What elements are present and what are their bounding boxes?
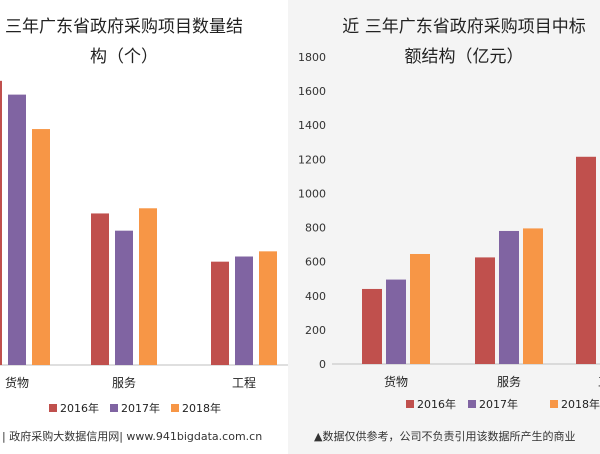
- legend-swatch-2016年: [49, 404, 57, 412]
- bar-2017年-服务: [115, 230, 133, 365]
- x-tick-label: 工程: [598, 374, 600, 389]
- y-tick-label: 600: [305, 256, 326, 269]
- bar-2018年-货物: [32, 129, 50, 365]
- bar-2017年-服务: [499, 230, 519, 364]
- legend-swatch-2018年: [550, 400, 558, 408]
- y-tick-label: 200: [305, 324, 326, 337]
- bar-2016年-工程: [211, 261, 229, 365]
- y-tick-label: 0: [319, 358, 326, 371]
- left-chart-title-line-2: 构（个）: [90, 47, 158, 67]
- bar-2018年-服务: [523, 228, 543, 364]
- right-chart-title-line-1: 近 三年广东省政府采购项目中标: [342, 17, 586, 37]
- right-chart-plot: 0 200 400 600 800 1000 1200 1400 1600 1800 货物 服务 工程 2…: [298, 51, 600, 411]
- x-tick-label: 货物: [5, 375, 29, 390]
- left-chart-title: 三年广东省政府采购项目数量结 构（个）: [0, 12, 288, 72]
- legend-label: 2018年: [561, 397, 600, 411]
- legend-swatch-2016年: [406, 400, 414, 408]
- y-tick-label: 1800: [298, 51, 326, 64]
- bar-2016年-工程: [576, 156, 596, 364]
- legend-label: 2016年: [60, 401, 99, 415]
- legend-label: 2018年: [182, 401, 221, 415]
- right-chart-title: 近 三年广东省政府采购项目中标 额结构（亿元）: [328, 12, 600, 72]
- x-tick-label: 货物: [384, 374, 408, 389]
- right-chart-panel: 近 三年广东省政府采购项目中标 额结构（亿元） 0 200 400 600 800 100…: [288, 0, 600, 454]
- legend-label: 2016年: [417, 397, 456, 411]
- legend-swatch-2017年: [468, 400, 476, 408]
- legend-swatch-2017年: [110, 404, 118, 412]
- legend-swatch-2018年: [171, 404, 179, 412]
- y-tick-label: 1200: [298, 153, 326, 166]
- x-tick-label: 服务: [497, 374, 521, 389]
- y-tick-label: 1000: [298, 187, 326, 200]
- right-chart-title-line-2: 额结构（亿元）: [404, 47, 524, 67]
- y-tick-label: 400: [305, 290, 326, 303]
- bar-2018年-货物: [410, 253, 430, 364]
- y-tick-label: 800: [305, 222, 326, 235]
- legend-label: 2017年: [479, 397, 518, 411]
- bar-2016年-货物: [0, 80, 2, 365]
- bar-2017年-货物: [386, 279, 406, 364]
- left-footer-source: | 政府采购大数据信用网| www.941bigdata.com.cn: [2, 430, 263, 443]
- bar-2018年-工程: [259, 251, 277, 365]
- bar-2017年-工程: [235, 256, 253, 365]
- bar-2016年-服务: [475, 257, 495, 364]
- bar-2017年-货物: [8, 94, 26, 365]
- x-tick-label: 工程: [232, 375, 256, 390]
- bar-2016年-服务: [91, 213, 109, 365]
- left-chart-panel: 三年广东省政府采购项目数量结 构（个） 货物 服务 工程 2016年 2017年 2018…: [0, 0, 288, 454]
- left-chart-plot: 货物 服务 工程 2016年 2017年 2018年: [0, 80, 288, 415]
- bar-2016年-货物: [362, 288, 382, 364]
- left-chart-title-line-1: 三年广东省政府采购项目数量结: [5, 17, 243, 37]
- x-tick-label: 服务: [112, 375, 136, 390]
- y-tick-label: 1400: [298, 119, 326, 132]
- y-tick-label: 1600: [298, 85, 326, 98]
- bar-2018年-服务: [139, 208, 157, 365]
- right-footer-disclaimer: ▲数据仅供参考，公司不负责引用该数据所产生的商业: [314, 430, 576, 443]
- legend-label: 2017年: [121, 401, 160, 415]
